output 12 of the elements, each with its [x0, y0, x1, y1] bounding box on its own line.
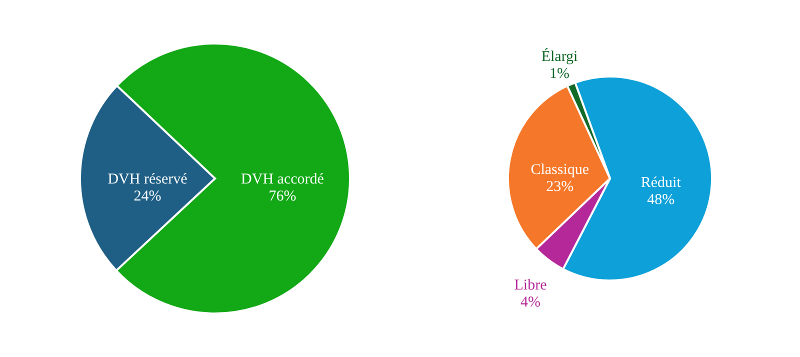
data-label: 1% — [550, 66, 570, 82]
slice-label: DVH accordé — [241, 172, 324, 188]
slice-label: Réduit — [640, 174, 682, 191]
data-label: 4% — [520, 294, 540, 311]
slice-label: Libre — [514, 278, 548, 294]
slice-label: Classique — [530, 162, 590, 178]
data-label: 23% — [546, 178, 574, 195]
slice-label: Élargi — [541, 48, 578, 65]
data-label: 76% — [268, 188, 296, 205]
data-label: 24% — [134, 188, 162, 204]
slice-label: DVH réservé — [108, 171, 188, 188]
data-label: 48% — [647, 192, 675, 208]
